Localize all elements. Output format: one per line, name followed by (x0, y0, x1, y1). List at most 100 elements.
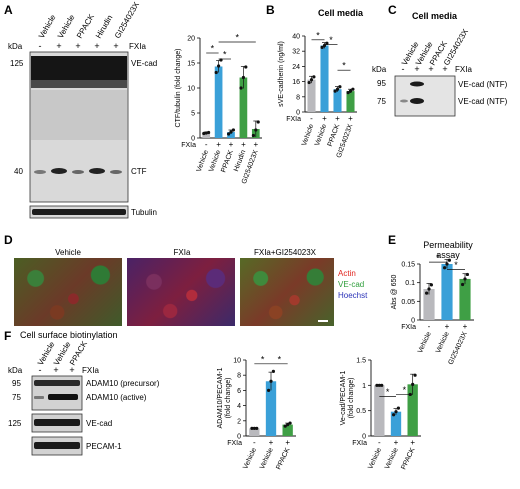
bar (407, 384, 418, 436)
blot-background (31, 90, 127, 140)
y-tick-label: 20 (187, 36, 195, 43)
bar (307, 79, 316, 112)
y-axis-label: sVE-cadherin (ng/ml) (278, 41, 285, 107)
band-label: ADAM10 (active) (86, 393, 147, 402)
fxia-sign: + (442, 64, 447, 74)
fxia-label: FXIa (82, 366, 99, 375)
panel-f-title: Cell surface biotinylation (20, 330, 118, 340)
ntf-band (400, 99, 408, 103)
fxia-sign: + (69, 365, 74, 375)
data-point (443, 266, 447, 270)
fxia-label: FXIa (129, 42, 146, 51)
micrograph-legend: Actin VE-cad Hoechst (338, 269, 368, 300)
panel-a-lane-labels: Vehicle Vehicle PPACK Hirudin GI254023X (37, 0, 141, 40)
panel-c-title: Cell media (412, 11, 458, 21)
fxia-sign: + (253, 140, 258, 149)
fxia-label: FXIa (401, 324, 416, 331)
fxia-sign: + (269, 438, 274, 447)
y-tick-label: 1 (362, 383, 366, 390)
y-tick-label: 0 (411, 318, 415, 325)
y-tick-label: 0 (191, 136, 195, 143)
ntf-band (410, 98, 424, 104)
panel-c-blot (394, 75, 456, 117)
fxia-sign: + (463, 322, 468, 331)
kda-label: kDa (372, 65, 387, 74)
y-tick-label: 5 (191, 111, 195, 118)
vecad-band-shadow (31, 80, 127, 88)
marker-label: 40 (14, 167, 23, 176)
fxia-sign: + (285, 438, 290, 447)
significance-star: * (261, 354, 265, 364)
data-point (250, 426, 254, 430)
data-point (244, 65, 248, 69)
vecad-band (31, 56, 127, 80)
fxia-sign: + (348, 114, 353, 123)
significance-star: * (454, 260, 458, 270)
data-point (425, 291, 429, 295)
data-point (204, 131, 208, 135)
category-label: Vehicle (314, 123, 328, 147)
data-point (429, 283, 433, 287)
ctf-band (72, 170, 84, 174)
y-tick-label: 32 (292, 49, 300, 56)
data-point (348, 89, 353, 93)
data-point (445, 262, 449, 266)
fxia-label: FXIa (227, 440, 242, 447)
fxia-label: FXIa (352, 440, 367, 447)
kda-label: kDa (8, 366, 23, 375)
fxia-sign: - (378, 438, 381, 447)
data-point (338, 85, 342, 89)
bar (239, 77, 248, 138)
panel-b-title: Cell media (318, 8, 364, 18)
band-label: VE-cad (131, 59, 157, 68)
data-point (375, 383, 379, 387)
vecad-band (34, 419, 80, 426)
y-tick-label: 8 (296, 94, 300, 101)
category-label: GI254023X (447, 331, 468, 366)
y-axis-label: Ve-cad/PECAM-1 (340, 370, 347, 425)
data-point (413, 373, 417, 377)
fxia-sign: + (241, 140, 246, 149)
fxia-sign: - (310, 114, 313, 123)
y-tick-label: 40 (292, 34, 300, 41)
fxia-sign: + (410, 438, 415, 447)
band-label: VE-cad (NTF) (458, 97, 508, 106)
data-point (271, 369, 275, 373)
scale-bar (318, 320, 328, 322)
fxia-sign: - (253, 438, 256, 447)
y-tick-label: 15 (187, 61, 195, 68)
image-title: FXIa+GI254023X (254, 248, 317, 257)
data-point (288, 421, 292, 425)
y-tick-label: 0 (362, 434, 366, 441)
y-tick-label: 0.05 (401, 299, 415, 306)
category-label: Vehicle (435, 331, 451, 355)
bar (214, 66, 223, 138)
fxia-label: FXIa (286, 116, 301, 123)
data-point (286, 423, 290, 427)
fxia-sign: + (229, 140, 234, 149)
y-tick-label: 0 (237, 434, 241, 441)
data-point (239, 86, 243, 90)
y-axis-label: CTF/tubulin (fold change) (175, 49, 182, 128)
fxia-label: FXIa (181, 142, 196, 149)
data-point (269, 379, 273, 383)
y-tick-label: 10 (187, 86, 195, 93)
fxia-sign: + (394, 438, 399, 447)
ctf-band (110, 170, 122, 174)
category-label: PPACK (275, 447, 291, 471)
lane-label: PPACK (68, 339, 89, 367)
category-label: Vehicle (259, 447, 275, 471)
data-point (202, 131, 206, 136)
lane-label: GI254023X (113, 0, 141, 40)
y-tick-label: 10 (233, 358, 241, 365)
panel-e-title-line: assay (436, 250, 460, 260)
fxia-sign: - (402, 64, 405, 74)
y-tick-label: 24 (292, 64, 300, 71)
data-point (307, 80, 311, 85)
panel-b-letter: B (266, 3, 275, 17)
panel-f-adam10-chart: 0 2 4 6 8 10 ADAM10/PECAM-1 (fold change) -Vehic… (217, 354, 296, 471)
fxia-sign: + (216, 140, 221, 149)
marker-label: 125 (10, 59, 24, 68)
bar (390, 411, 402, 436)
